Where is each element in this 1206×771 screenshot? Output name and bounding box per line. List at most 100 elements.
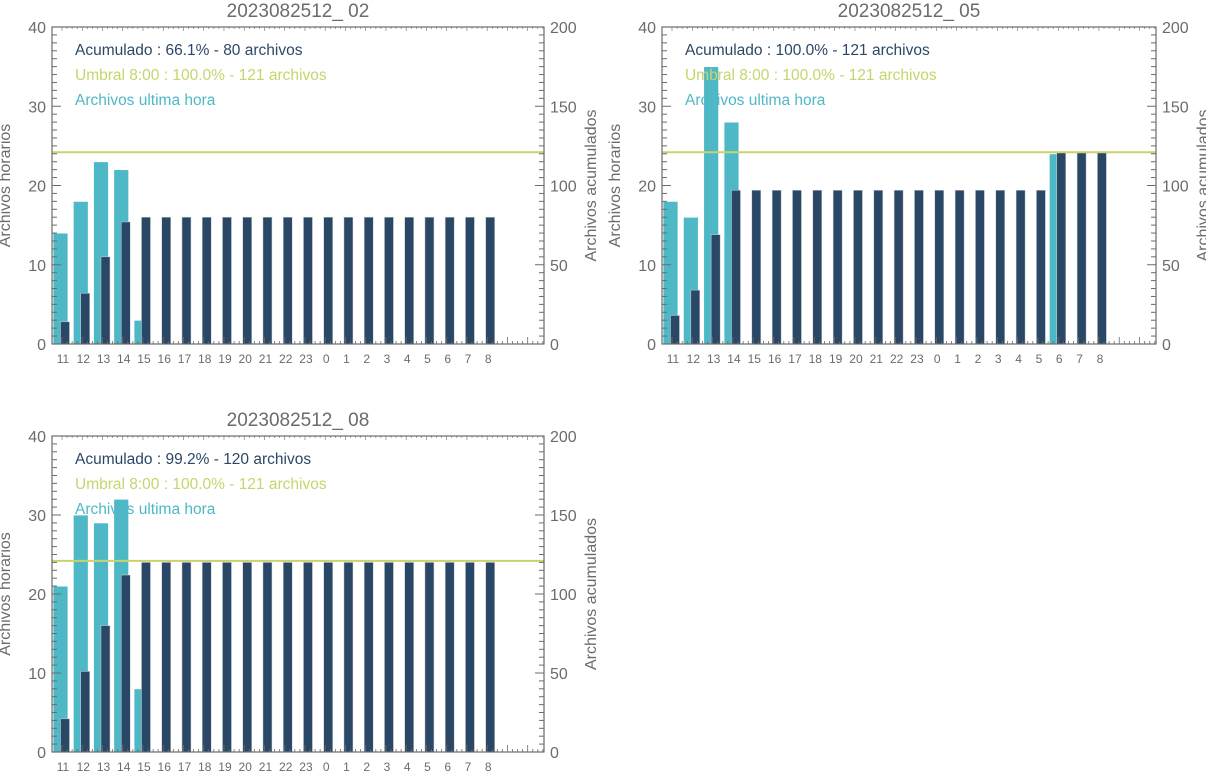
y-right-tick-label: 0 — [550, 745, 559, 762]
x-tick-label: 6 — [1056, 352, 1063, 366]
y-tick-label: 10 — [28, 666, 46, 683]
x-tick-label: 16 — [768, 352, 782, 366]
x-tick-label: 4 — [404, 352, 411, 366]
cumulative-bar — [1036, 190, 1046, 345]
cumulative-bar — [1015, 190, 1026, 345]
x-tick-label: 11 — [667, 352, 680, 366]
y-tick-label: 0 — [37, 745, 46, 762]
cumulative-bar — [303, 562, 313, 753]
cumulative-bar — [181, 216, 192, 345]
x-tick-label: 4 — [404, 760, 411, 771]
cumulative-bar — [444, 562, 455, 753]
cumulative-bar — [384, 562, 394, 753]
cumulative-bar — [282, 562, 293, 753]
x-tick-label: 16 — [158, 352, 172, 366]
cumulative-bar — [343, 562, 354, 753]
y-right-tick-label: 100 — [550, 587, 577, 604]
cumulative-bar — [873, 190, 884, 345]
x-tick-label: 7 — [465, 352, 472, 366]
cumulative-bar — [303, 216, 313, 345]
x-tick-label: 1 — [954, 352, 961, 366]
x-tick-label: 14 — [727, 352, 741, 366]
x-tick-label: 5 — [424, 760, 431, 771]
x-tick-label: 15 — [137, 352, 151, 366]
y-tick-label: 40 — [28, 20, 46, 37]
y-tick-label: 20 — [28, 179, 46, 196]
cumulative-bar — [893, 190, 904, 345]
cumulative-bar — [343, 216, 354, 345]
x-tick-label: 1 — [343, 352, 350, 366]
cumulative-bar — [323, 216, 333, 345]
chart-title: 2023082512_ 05 — [838, 1, 981, 22]
x-tick-label: 17 — [178, 352, 192, 366]
legend-cumulative: Acumulado : 100.0% - 121 archivos — [685, 42, 930, 59]
cumulative-bar — [465, 562, 475, 753]
y-right-tick-label: 200 — [1162, 20, 1189, 37]
x-tick-label: 17 — [178, 760, 192, 771]
x-tick-label: 16 — [158, 760, 172, 771]
y-right-tick-label: 150 — [1162, 99, 1189, 116]
x-tick-label: 11 — [57, 352, 70, 366]
cumulative-bar — [201, 562, 212, 753]
x-tick-label: 15 — [748, 352, 762, 366]
x-tick-label: 18 — [198, 760, 212, 771]
x-tick-label: 6 — [444, 352, 451, 366]
x-tick-label: 8 — [485, 352, 492, 366]
x-tick-label: 7 — [1076, 352, 1083, 366]
y-right-axis-title: Archivos acumulados — [1195, 109, 1206, 261]
x-tick-label: 22 — [279, 760, 293, 771]
cumulative-bar — [995, 190, 1006, 345]
y-tick-label: 40 — [28, 429, 46, 446]
cumulative-bar — [222, 562, 232, 753]
x-tick-label: 0 — [323, 760, 330, 771]
y-tick-label: 0 — [647, 337, 656, 354]
cumulative-bar — [771, 190, 782, 345]
cumulative-bar — [100, 256, 111, 345]
y-tick-label: 30 — [638, 99, 656, 116]
cumulative-bar — [242, 562, 252, 753]
cumulative-bar — [710, 234, 721, 345]
x-tick-label: 3 — [384, 760, 391, 771]
x-tick-label: 21 — [870, 352, 884, 366]
y-right-tick-label: 0 — [1162, 337, 1171, 354]
cumulative-bar — [80, 671, 90, 753]
cumulative-bar — [363, 562, 374, 753]
cumulative-bar — [323, 562, 333, 753]
legend-hourly: Archivos ultima hora — [685, 92, 826, 109]
cumulative-bar — [120, 221, 131, 345]
x-tick-label: 3 — [995, 352, 1002, 366]
x-tick-label: 3 — [384, 352, 391, 366]
y-right-tick-label: 100 — [550, 179, 577, 196]
y-right-tick-label: 100 — [1162, 179, 1189, 196]
cumulative-bar — [812, 190, 823, 345]
cumulative-bar — [161, 562, 171, 753]
cumulative-bar — [853, 190, 863, 345]
x-tick-label: 15 — [137, 760, 151, 771]
cumulative-bar — [832, 190, 843, 345]
y-tick-label: 20 — [638, 179, 656, 196]
cumulative-bar — [914, 190, 924, 345]
y-right-axis-title: Archivos acumulados — [583, 518, 600, 670]
x-tick-label: 0 — [323, 352, 330, 366]
x-tick-label: 4 — [1015, 352, 1022, 366]
cumulative-bar — [282, 216, 293, 345]
cumulative-bar — [181, 562, 192, 753]
y-right-tick-label: 150 — [550, 99, 577, 116]
x-tick-label: 18 — [198, 352, 212, 366]
x-tick-label: 2 — [363, 760, 370, 771]
cumulative-bar — [161, 216, 171, 345]
y-tick-label: 30 — [28, 99, 46, 116]
y-tick-label: 0 — [37, 337, 46, 354]
x-tick-label: 22 — [279, 352, 293, 366]
cumulative-bar — [954, 190, 965, 345]
chart-title: 2023082512_ 08 — [227, 410, 370, 431]
x-tick-label: 13 — [97, 760, 111, 771]
cumulative-bar — [262, 216, 273, 345]
legend-hourly: Archivos ultima hora — [75, 501, 216, 518]
y-right-tick-label: 50 — [1162, 258, 1180, 275]
cumulative-bar — [384, 216, 394, 345]
y-right-axis-title: Archivos acumulados — [583, 109, 600, 261]
x-tick-label: 8 — [485, 760, 492, 771]
x-tick-label: 12 — [77, 352, 91, 366]
